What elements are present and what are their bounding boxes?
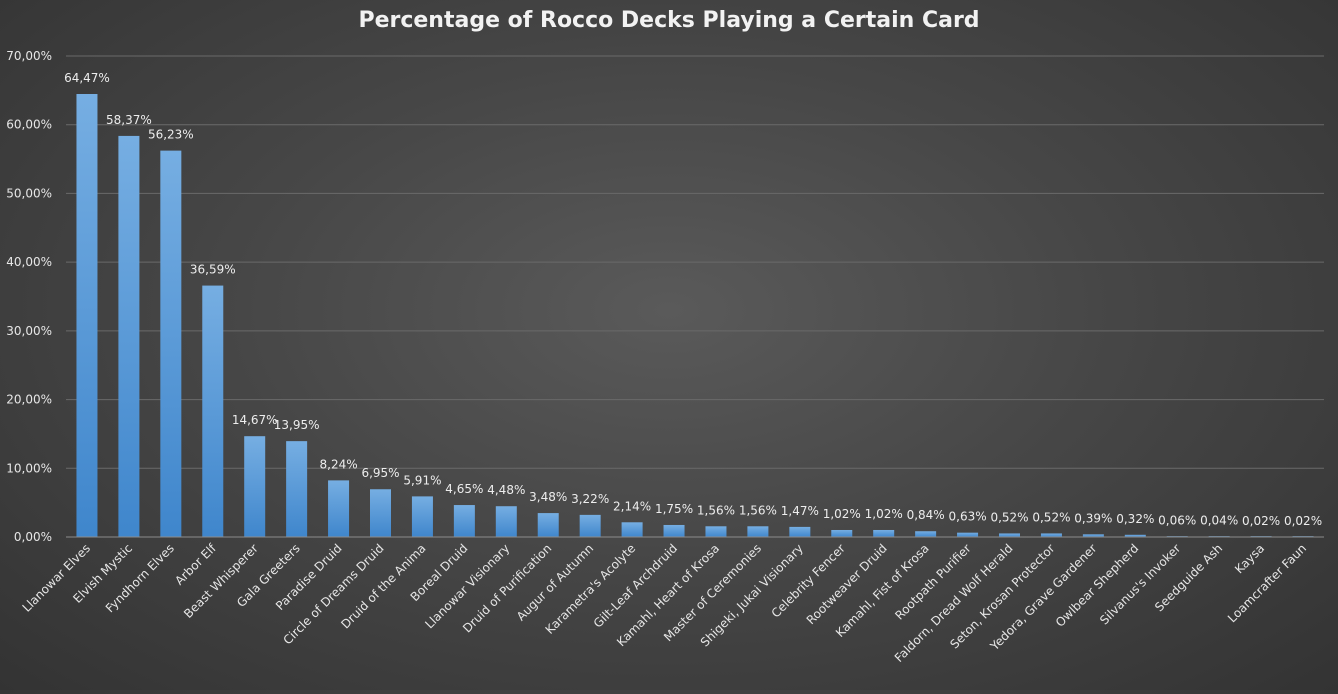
bar bbox=[202, 285, 224, 537]
y-tick-label: 10,00% bbox=[6, 461, 52, 475]
data-label: 0,52% bbox=[990, 510, 1028, 524]
data-label: 13,95% bbox=[274, 418, 320, 432]
bar bbox=[579, 514, 601, 537]
bar bbox=[495, 506, 517, 537]
bar bbox=[1040, 533, 1062, 537]
bar bbox=[1082, 534, 1104, 537]
bar bbox=[370, 489, 391, 537]
bar bbox=[999, 533, 1020, 537]
y-tick-label: 0,00% bbox=[14, 530, 52, 544]
bar bbox=[831, 529, 853, 537]
data-label: 0,52% bbox=[1032, 510, 1070, 524]
data-label: 36,59% bbox=[190, 263, 236, 277]
data-label: 56,23% bbox=[148, 128, 194, 142]
bar bbox=[160, 150, 182, 537]
bar bbox=[411, 496, 433, 537]
bar bbox=[873, 529, 895, 537]
bar bbox=[328, 480, 350, 537]
data-label: 2,14% bbox=[613, 499, 651, 513]
data-label: 0,63% bbox=[949, 510, 987, 524]
y-tick-label: 50,00% bbox=[6, 186, 52, 200]
x-tick-label: Rootweaver Druid bbox=[804, 541, 890, 627]
data-label: 6,95% bbox=[361, 466, 399, 480]
y-tick-label: 20,00% bbox=[6, 393, 52, 407]
bar bbox=[621, 522, 643, 537]
x-tick-label: Silvanus's Invoker bbox=[1097, 541, 1183, 627]
gridlines bbox=[66, 55, 1324, 469]
data-label: 1,56% bbox=[739, 503, 777, 517]
data-label: 0,02% bbox=[1242, 514, 1280, 528]
data-label: 0,02% bbox=[1284, 514, 1322, 528]
data-label: 0,84% bbox=[907, 508, 945, 522]
x-tick-label: Augur of Autumn bbox=[514, 541, 596, 623]
data-label: 1,02% bbox=[865, 507, 903, 521]
y-tick-label: 30,00% bbox=[6, 324, 52, 338]
data-label: 8,24% bbox=[320, 457, 358, 471]
bar bbox=[118, 135, 140, 537]
y-tick-label: 70,00% bbox=[6, 49, 52, 63]
bar bbox=[663, 524, 685, 537]
data-label: 0,39% bbox=[1074, 511, 1112, 525]
bar bbox=[453, 505, 475, 537]
data-labels: 64,47% 58,37%56,23% 36,59% 14,67%13,95% 8,24… bbox=[64, 71, 1322, 528]
y-tick-label: 40,00% bbox=[6, 255, 52, 269]
data-label: 4,48% bbox=[487, 483, 525, 497]
x-tick-label: Kaysa bbox=[1232, 541, 1267, 576]
data-label: 14,67% bbox=[232, 413, 278, 427]
data-label: 1,56% bbox=[697, 503, 735, 517]
y-axis-ticks: 0,00% 10,00% 20,00% 30,00% 40,00% 50,00% 60,00… bbox=[6, 49, 52, 544]
bar bbox=[915, 531, 937, 537]
data-label: 64,47% bbox=[64, 71, 110, 85]
data-label: 58,37% bbox=[106, 113, 152, 127]
bar bbox=[286, 441, 308, 537]
x-tick-label: Beast Whisperer bbox=[181, 541, 261, 621]
data-label: 0,04% bbox=[1200, 514, 1238, 528]
bar bbox=[537, 513, 559, 537]
bars bbox=[76, 93, 1314, 538]
data-label: 3,48% bbox=[529, 490, 567, 504]
bar bbox=[957, 532, 979, 537]
data-label: 1,75% bbox=[655, 502, 693, 516]
bar bbox=[789, 526, 811, 537]
data-label: 4,65% bbox=[445, 482, 483, 496]
x-tick-label: Rootpath Purifier bbox=[892, 541, 973, 622]
data-label: 0,32% bbox=[1116, 512, 1154, 526]
x-tick-label: Celebrity Fencer bbox=[769, 541, 848, 620]
data-label: 5,91% bbox=[403, 473, 441, 487]
y-tick-label: 60,00% bbox=[6, 118, 52, 132]
x-tick-label: Loamcrafter Faun bbox=[1225, 541, 1309, 625]
bar bbox=[705, 526, 727, 537]
bar bbox=[1124, 534, 1146, 537]
bar bbox=[244, 436, 266, 537]
bar bbox=[76, 93, 98, 538]
chart-title: Percentage of Rocco Decks Playing a Cert… bbox=[358, 8, 979, 33]
data-label: 1,02% bbox=[823, 507, 861, 521]
bar bbox=[747, 526, 769, 537]
data-label: 0,06% bbox=[1158, 514, 1196, 528]
data-label: 1,47% bbox=[781, 504, 819, 518]
data-label: 3,22% bbox=[571, 492, 609, 506]
